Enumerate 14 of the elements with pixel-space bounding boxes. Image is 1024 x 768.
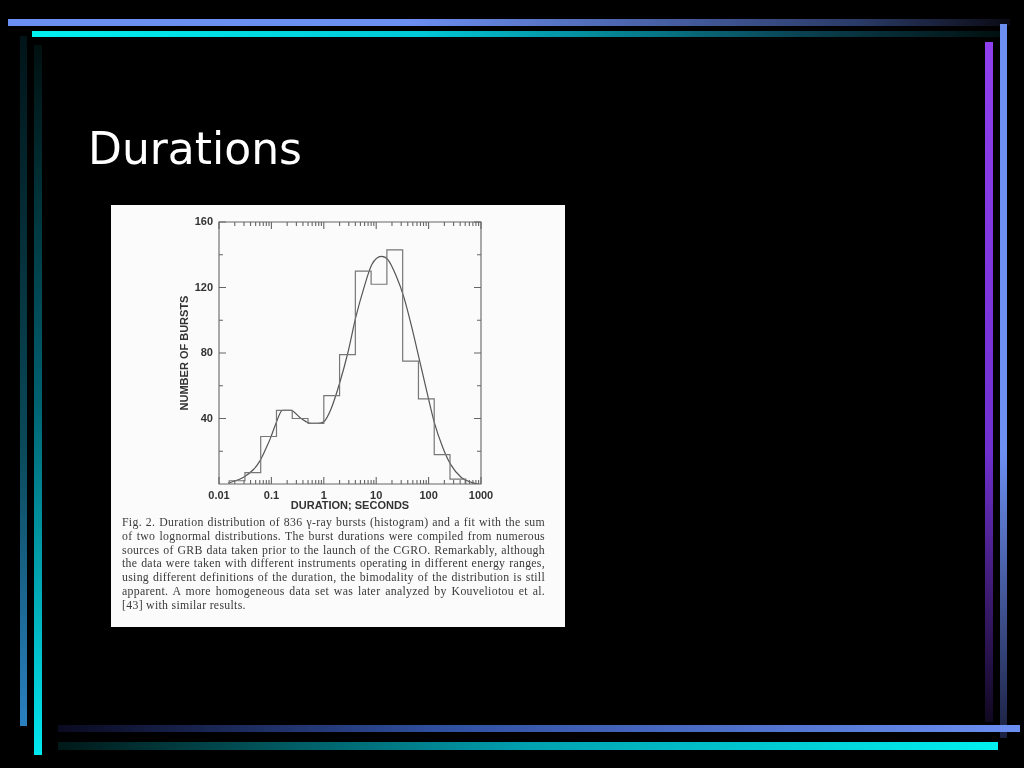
x-tick-label: 1000	[468, 488, 494, 501]
y-tick-label: 40	[200, 411, 213, 424]
y-tick-label: 160	[194, 215, 213, 228]
chart-title: Durations	[88, 123, 303, 174]
x-tick-label: 1	[320, 488, 327, 501]
y-tick-label: 80	[200, 346, 213, 359]
x-tick-label: 0.1	[263, 488, 280, 501]
y-axis-title: NUMBER OF BURSTS	[177, 295, 190, 411]
x-tick-label: 0.01	[208, 488, 230, 501]
y-tick-label: 120	[194, 280, 213, 293]
caption: Fig. 2. Duration distribution of 836 γ-ray bursts (histogram) and a fit with the sum of two lognormal distributions. The burst durations were compiled from numerous sources of GRB data taken prior to the launch of the CGRO. Remarkably, although the data were taken with different instruments operating in different energy ranges, using different definitions of the duration, the bimodality of the distribution is still apparent. A more homogeneous data set was later analyzed by Kouveliotou et al. [43] with similar results.	[122, 515, 545, 613]
x-axis-title: DURATION; SECONDS	[290, 499, 410, 512]
x-tick-label: 10	[370, 488, 383, 501]
x-tick-label: 100	[419, 488, 438, 501]
